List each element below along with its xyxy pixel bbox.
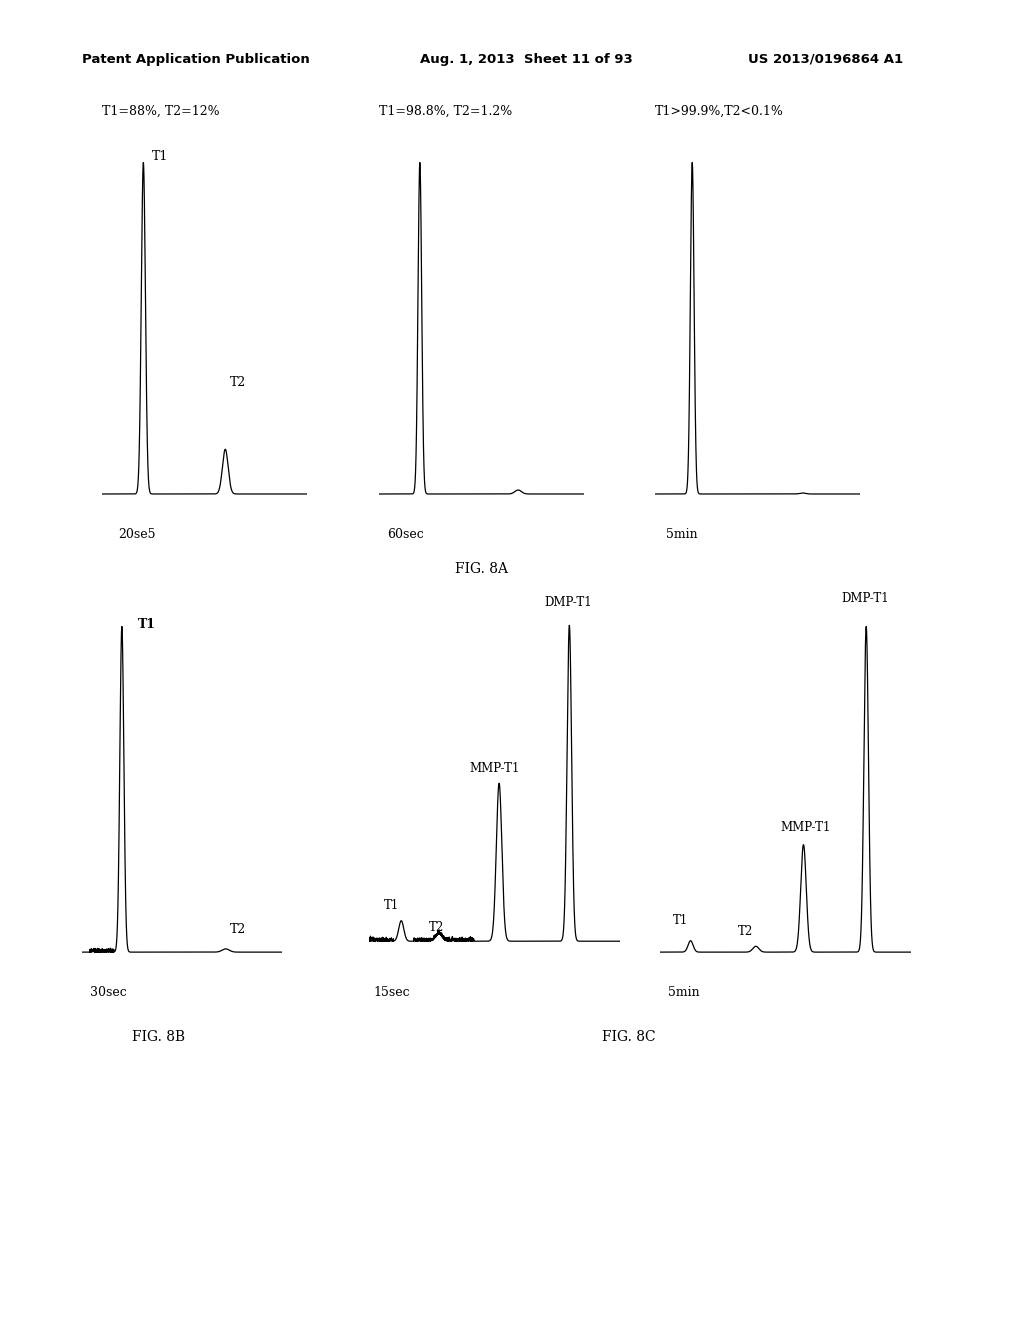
Text: T2: T2 [229,923,246,936]
Text: Aug. 1, 2013  Sheet 11 of 93: Aug. 1, 2013 Sheet 11 of 93 [420,53,633,66]
Text: T2: T2 [429,921,444,935]
Text: Patent Application Publication: Patent Application Publication [82,53,309,66]
Text: DMP-T1: DMP-T1 [545,595,592,609]
Text: 20se5: 20se5 [118,528,156,541]
Text: T2: T2 [229,376,246,389]
Text: T1: T1 [384,899,399,912]
Text: FIG. 8A: FIG. 8A [455,562,508,577]
Text: 5min: 5min [666,528,697,541]
Text: T1: T1 [673,913,688,927]
Text: MMP-T1: MMP-T1 [781,821,831,834]
Text: DMP-T1: DMP-T1 [841,593,889,605]
Text: US 2013/0196864 A1: US 2013/0196864 A1 [748,53,902,66]
Text: T1>99.9%,T2<0.1%: T1>99.9%,T2<0.1% [655,104,784,117]
Text: T1: T1 [152,150,168,164]
Text: 15sec: 15sec [374,986,411,999]
Text: 30sec: 30sec [90,986,127,999]
Text: T1=88%, T2=12%: T1=88%, T2=12% [102,104,220,117]
Text: T1: T1 [138,618,156,631]
Text: 5min: 5min [668,986,699,999]
Text: FIG. 8B: FIG. 8B [132,1030,185,1044]
Text: T1=98.8%, T2=1.2%: T1=98.8%, T2=1.2% [379,104,512,117]
Text: FIG. 8C: FIG. 8C [602,1030,655,1044]
Text: MMP-T1: MMP-T1 [469,762,519,775]
Text: T2: T2 [738,925,754,937]
Text: 60sec: 60sec [387,528,424,541]
